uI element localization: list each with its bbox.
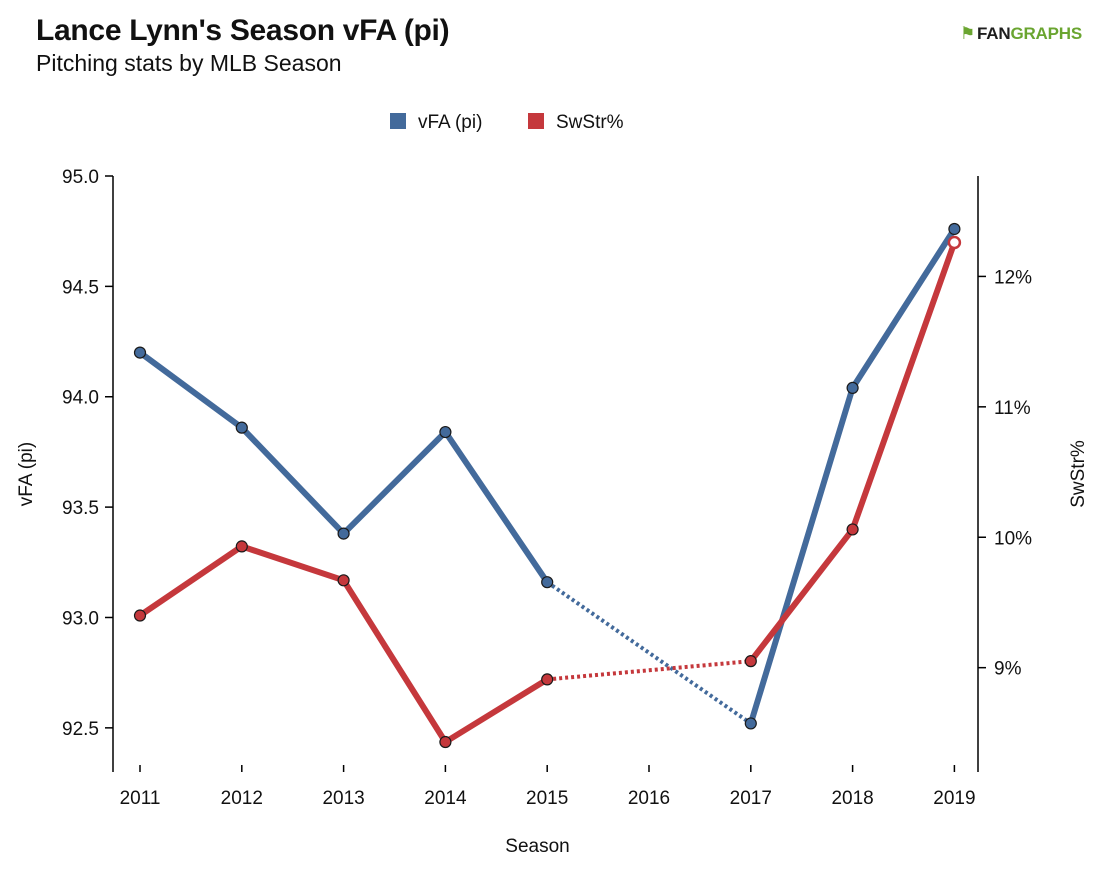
point-swstr-2011[interactable] (133, 609, 147, 622)
series-vfa-segment (747, 384, 856, 727)
series-swstr-segment (238, 543, 347, 584)
y-left-tick-label: 93.5 (62, 498, 99, 519)
x-tick-label: 2015 (526, 788, 568, 809)
point-vfa-2011[interactable] (133, 346, 147, 359)
series-swstr-segment (340, 577, 449, 746)
x-tick-label: 2011 (120, 788, 161, 809)
point-vfa-2014[interactable] (439, 425, 452, 439)
y-right-tick-label: 12% (994, 267, 1032, 288)
series-vfa-segment (442, 429, 551, 586)
x-axis-ticks: 2011 2012 2013 2014 2015 2016 2017 2018 2019 (120, 765, 976, 809)
x-tick-label: 2012 (221, 788, 263, 809)
x-tick-label: 2013 (322, 788, 364, 809)
y-left-tick-label: 94.0 (62, 388, 99, 409)
legend-swatch-swstr (528, 113, 544, 129)
brand-part-graphs: GRAPHS (1010, 24, 1082, 43)
series-vfa-segment (546, 580, 752, 726)
y-axis-left-ticks: 92.5 93.0 93.5 94.0 94.5 95.0 (62, 167, 113, 740)
point-vfa-2015[interactable] (541, 576, 554, 589)
series-swstr-segment (747, 526, 856, 665)
point-swstr-2015[interactable] (541, 673, 554, 686)
y-axis-left-title: vFA (pi) (16, 442, 37, 506)
series-swstr-segment (547, 659, 751, 682)
y-left-tick-label: 93.0 (62, 608, 99, 629)
series-swstr (133, 235, 962, 749)
x-tick-label: 2018 (831, 788, 873, 809)
legend: vFA (pi) SwStr% (390, 112, 624, 133)
point-vfa-2012[interactable] (235, 421, 248, 434)
y-left-tick-label: 95.0 (62, 167, 99, 188)
point-vfa-2017[interactable] (744, 717, 757, 730)
y-right-tick-label: 11% (994, 398, 1031, 419)
y-left-tick-label: 92.5 (62, 719, 99, 740)
series-swstr-segment (442, 676, 551, 746)
legend-label-swstr: SwStr% (556, 112, 624, 133)
fangraphs-logo-icon: ⚑ (960, 24, 976, 43)
x-tick-label: 2019 (933, 788, 975, 809)
x-tick-label: 2016 (628, 788, 670, 809)
y-axis-right-ticks: 9% 10% 11% 12% (978, 267, 1032, 680)
point-vfa-2018[interactable] (846, 381, 859, 395)
series-layer (133, 222, 962, 749)
x-tick-label: 2014 (424, 788, 467, 809)
point-swstr-2013[interactable] (337, 574, 350, 587)
point-swstr-2017[interactable] (744, 655, 757, 668)
chart-subtitle: Pitching stats by MLB Season (36, 50, 342, 76)
point-swstr-2019[interactable] (947, 235, 962, 250)
series-swstr-segment (137, 543, 245, 619)
y-right-tick-label: 10% (994, 528, 1032, 549)
point-vfa-2019[interactable] (948, 222, 961, 236)
legend-swatch-vfa (390, 113, 406, 129)
y-axis-right-title: SwStr% (1068, 440, 1089, 508)
point-swstr-2014[interactable] (439, 735, 452, 749)
x-axis-title: Season (505, 836, 569, 857)
chart-title: Lance Lynn's Season vFA (pi) (36, 14, 450, 47)
series-vfa-segment (238, 424, 347, 537)
point-swstr-2018[interactable] (846, 523, 859, 536)
y-right-tick-label: 9% (994, 659, 1022, 680)
series-vfa-segment (137, 349, 245, 431)
point-swstr-2012[interactable] (235, 540, 248, 553)
series-vfa (133, 222, 961, 730)
fangraphs-logo[interactable]: ⚑ FANGRAPHS (960, 24, 1082, 44)
series-swstr-segment (849, 239, 958, 533)
brand-part-fan: FAN (977, 24, 1011, 43)
y-left-tick-label: 94.5 (62, 277, 99, 298)
series-vfa-segment (340, 429, 449, 537)
series-vfa-segment (849, 225, 958, 391)
point-vfa-2013[interactable] (337, 527, 350, 540)
x-tick-label: 2017 (730, 788, 772, 809)
legend-label-vfa: vFA (pi) (418, 112, 482, 133)
